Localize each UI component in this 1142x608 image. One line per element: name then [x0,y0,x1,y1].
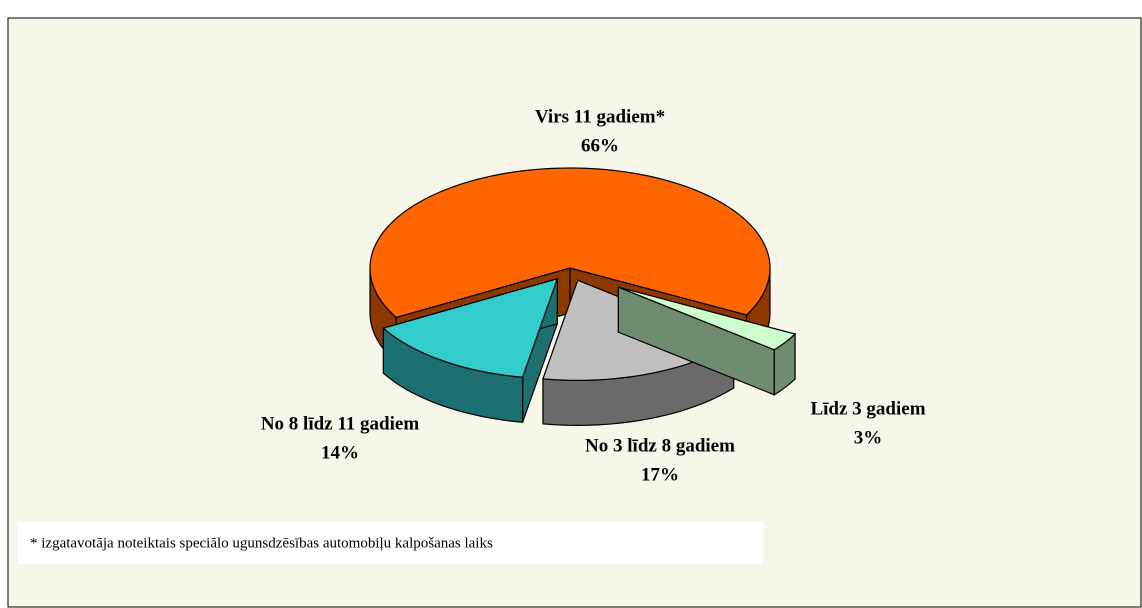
slice-label: Līdz 3 gadiem [810,398,925,419]
slice-label: Virs 11 gadiem* [535,106,665,127]
slice-top [382,277,559,378]
slice-value-label: 66% [581,135,619,156]
slice-value-label: 17% [641,464,679,485]
slice-value-label: 3% [854,427,883,448]
slice-value-label: 14% [321,442,359,463]
footnote: * izgatavotāja noteiktais speciālo uguns… [30,535,493,551]
slice-label: No 8 līdz 11 gadiem [261,413,420,434]
slice-top [618,286,797,351]
slice-label: No 3 līdz 8 gadiem [585,435,735,456]
footnote-box [18,522,763,564]
slice [617,286,797,396]
slice-top [369,167,771,319]
slice [382,277,559,423]
